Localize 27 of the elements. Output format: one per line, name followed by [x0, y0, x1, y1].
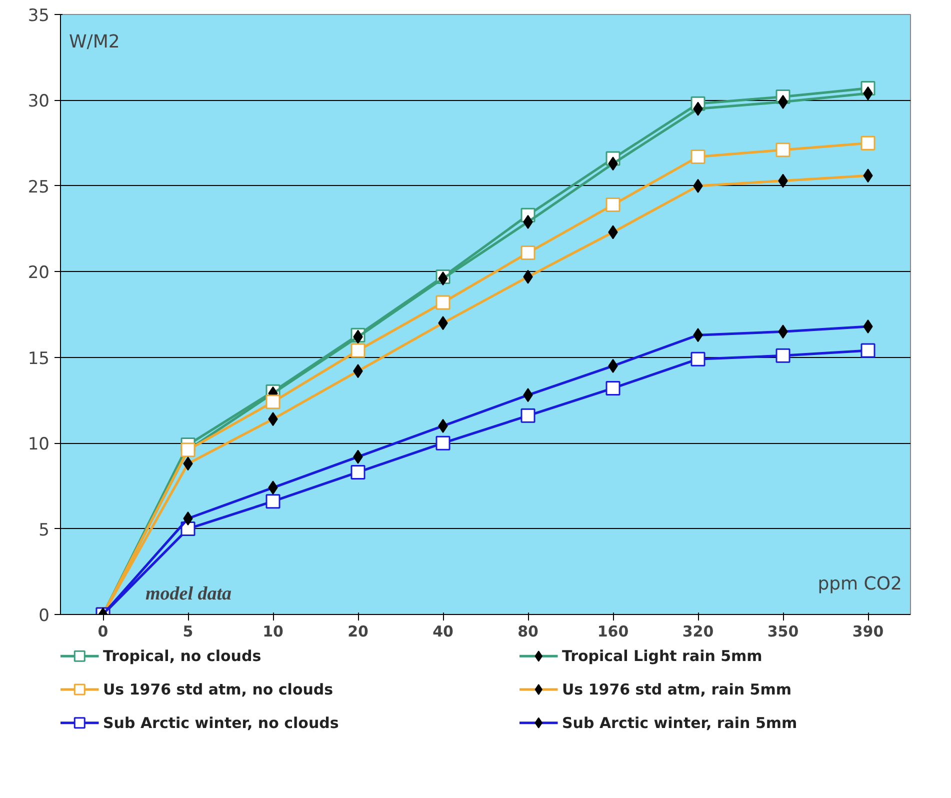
legend-label: Tropical, no clouds [103, 647, 262, 666]
y-tick-label: 5 [38, 520, 50, 540]
x-tick-label: 350 [767, 622, 799, 640]
y-tick-label: 10 [28, 434, 50, 455]
y-axis-title: W/M2 [69, 32, 120, 52]
x-tick-label: 5 [182, 622, 194, 640]
y-tick-label: 35 [28, 6, 50, 26]
x-tick-label: 40 [432, 622, 454, 640]
legend-label: Sub Arctic winter, no clouds [103, 714, 339, 732]
legend-label: Us 1976 std atm, rain 5mm [562, 680, 792, 698]
x-tick-label: 20 [348, 622, 368, 640]
x-tick-label: 320 [682, 622, 714, 640]
annotation: model data [146, 584, 232, 604]
x-axis-title: ppm CO2 [818, 574, 902, 594]
y-tick-label: 30 [28, 92, 50, 112]
y-tick-label: 0 [38, 606, 50, 626]
y-tick-label: 15 [28, 348, 50, 369]
x-tick-label: 10 [262, 622, 284, 640]
x-tick-label: 390 [852, 622, 884, 640]
y-tick-label: 25 [28, 177, 50, 198]
legend-label: Sub Arctic winter, rain 5mm [562, 714, 798, 732]
x-tick-label: 80 [518, 622, 538, 640]
legend-label: Us 1976 std atm, no clouds [103, 680, 334, 698]
legend-label: Tropical Light rain 5mm [562, 647, 762, 666]
x-tick-label: 160 [597, 622, 629, 640]
x-tick-label: 0 [98, 622, 108, 640]
y-tick-label: 20 [28, 263, 50, 284]
